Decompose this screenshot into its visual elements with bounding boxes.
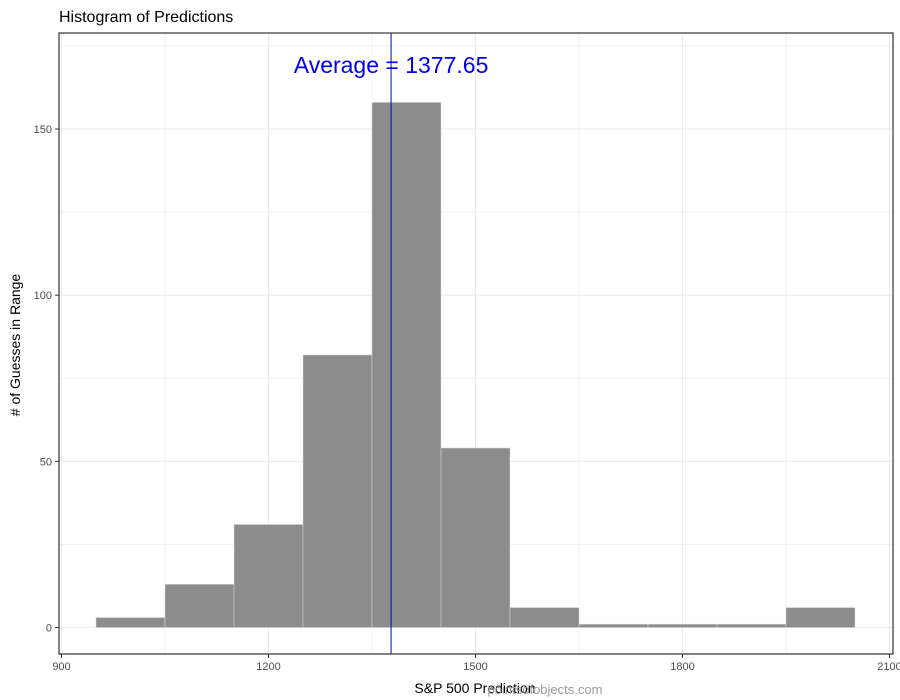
y-tick-label: 50 bbox=[40, 456, 52, 468]
x-tick-label: 1200 bbox=[256, 661, 280, 673]
histogram-bars bbox=[95, 102, 856, 628]
y-axis: 0 50 100 150 bbox=[34, 124, 59, 635]
y-tick-label: 0 bbox=[46, 623, 52, 635]
histogram-bar bbox=[95, 617, 166, 628]
x-tick-label: 2100 bbox=[877, 661, 900, 673]
average-annotation: Average = 1377.65 bbox=[294, 52, 489, 78]
histogram-bar bbox=[509, 607, 580, 628]
histogram-bar bbox=[302, 354, 373, 628]
x-tick-label: 900 bbox=[52, 661, 70, 673]
y-tick-label: 100 bbox=[34, 290, 52, 302]
histogram-bar bbox=[233, 524, 304, 628]
histogram-bar bbox=[578, 623, 649, 628]
y-tick-label: 150 bbox=[34, 124, 52, 136]
chart-title: Histogram of Predictions bbox=[59, 9, 233, 26]
x-axis: 900 1200 1500 1800 2100 bbox=[52, 654, 900, 673]
x-axis-label: S&P 500 Prediction bbox=[414, 680, 535, 696]
x-tick-label: 1800 bbox=[670, 661, 694, 673]
histogram-bar bbox=[440, 447, 511, 628]
histogram-bar bbox=[371, 102, 442, 628]
watermark: pointsofobjects.com bbox=[488, 682, 603, 697]
histogram-bar bbox=[164, 584, 235, 628]
histogram-bar bbox=[785, 607, 856, 628]
y-axis-label: # of Guesses in Range bbox=[7, 274, 23, 417]
x-tick-label: 1500 bbox=[463, 661, 487, 673]
histogram-bar bbox=[716, 623, 787, 628]
histogram-bar bbox=[647, 623, 718, 628]
